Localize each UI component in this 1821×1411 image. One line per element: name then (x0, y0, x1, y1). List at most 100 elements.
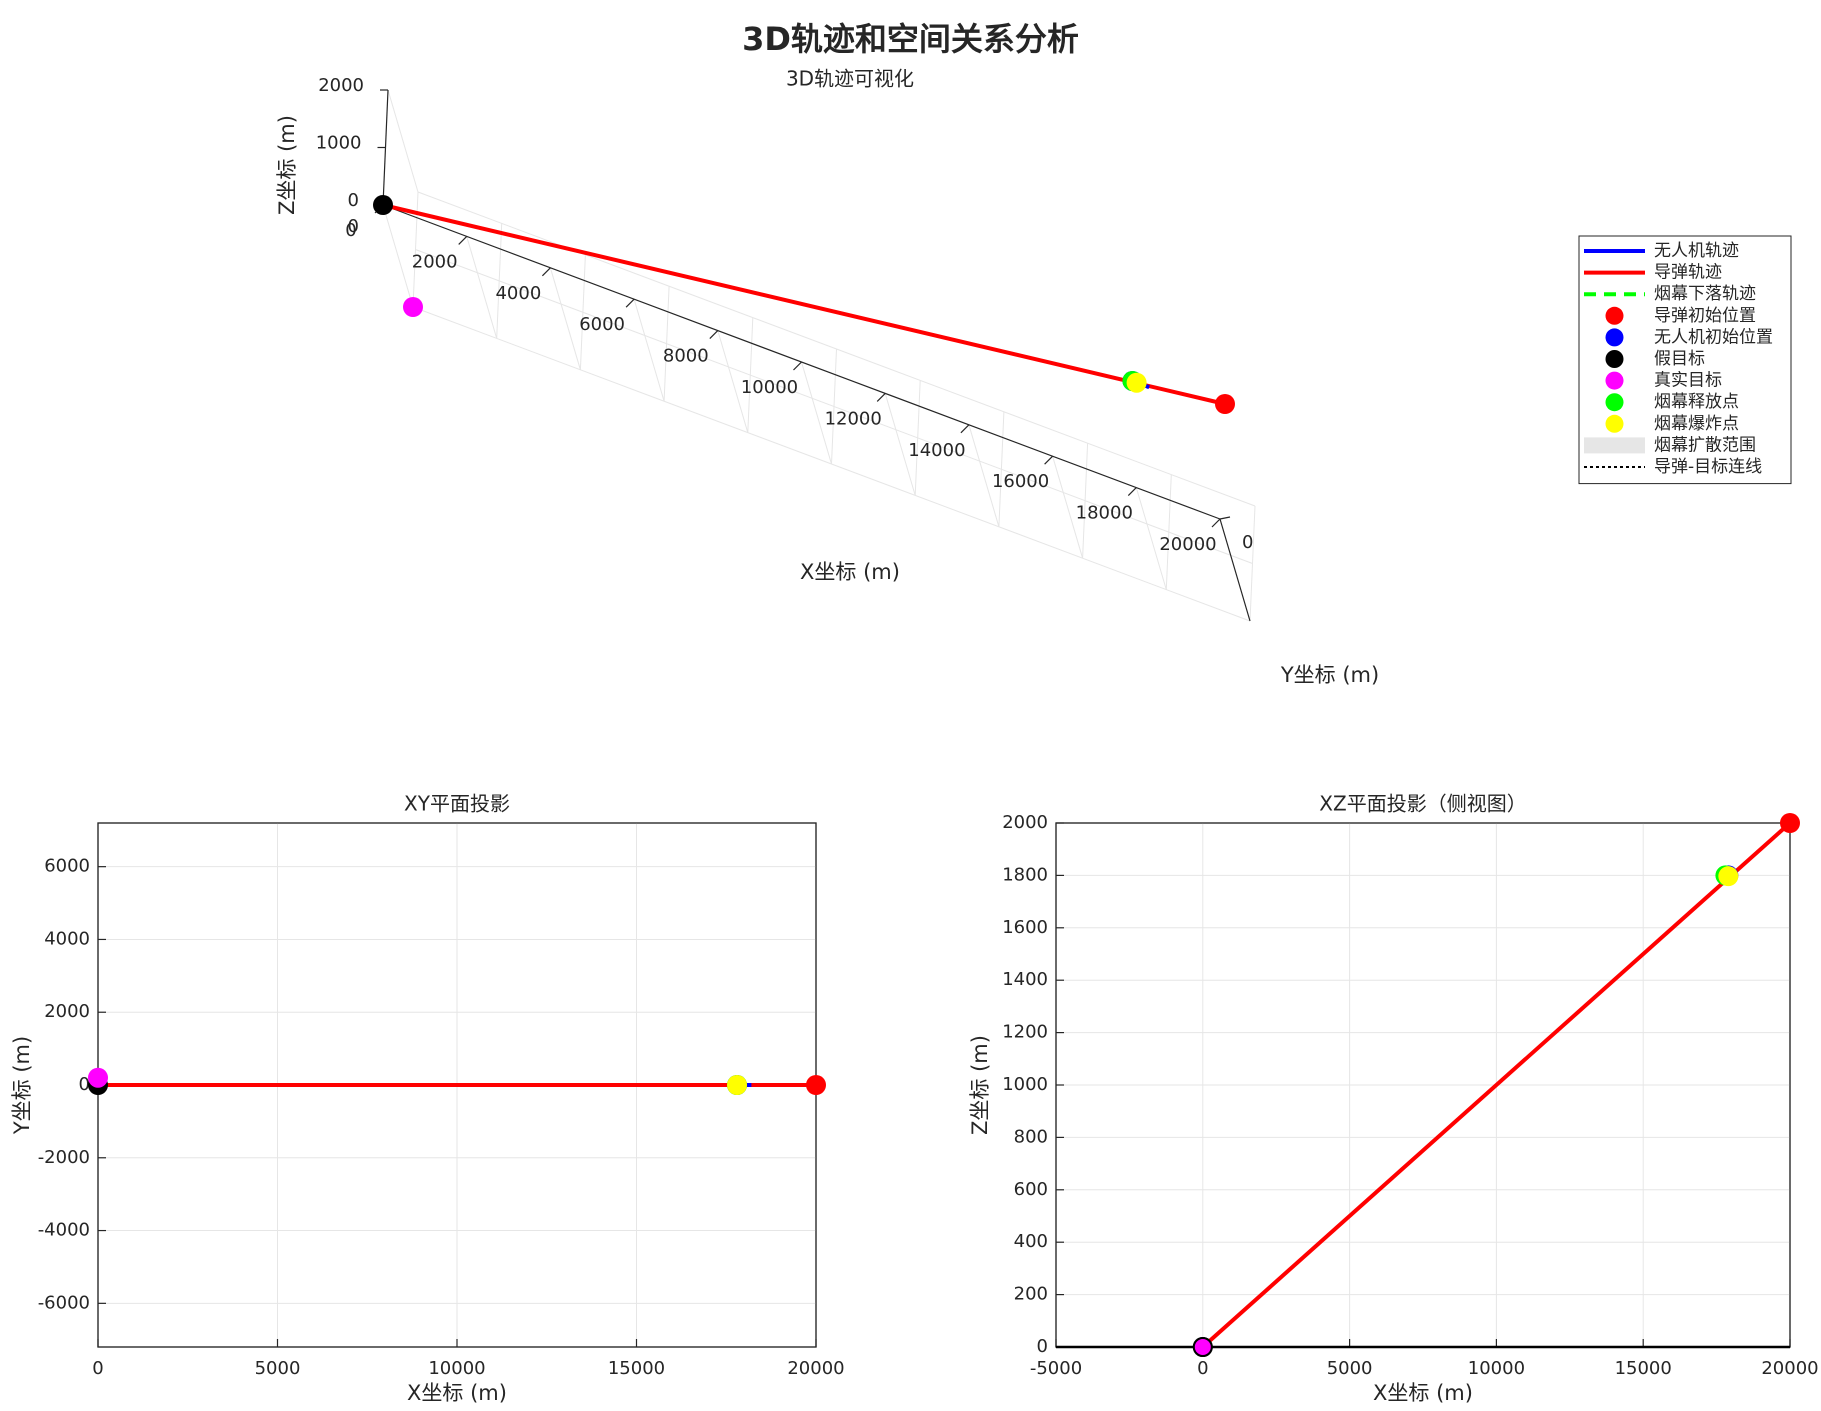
y-axis-label-3d: Y坐标 (m) (1280, 663, 1379, 687)
xz-y-tick-label: 0 (1037, 1336, 1048, 1357)
z-tick-label-3d: 2000 (318, 75, 364, 96)
marker-3d (1215, 394, 1235, 414)
marker-3d (373, 195, 393, 215)
xy-y-tick-label: 2000 (44, 1001, 90, 1022)
legend-label: 导弹轨迹 (1654, 263, 1722, 283)
legend-marker (1605, 350, 1624, 368)
xy-x-tick-label: 10000 (428, 1358, 485, 1379)
xy-y-tick-label: 6000 (44, 856, 90, 877)
grid-line-3d (412, 306, 1251, 622)
legend-marker (1605, 393, 1624, 412)
grid-line-3d (1052, 456, 1084, 559)
y-axis-3d (1219, 518, 1251, 622)
x-tick-label-3d: 20000 (1159, 534, 1216, 555)
xy-x-tick-label: 0 (92, 1358, 103, 1379)
x-tick-label-3d: 14000 (908, 440, 965, 461)
grid-line-3d (549, 267, 581, 370)
xy-y-label: Y坐标 (m) (10, 1036, 34, 1135)
legend-label: 烟幕爆炸点 (1654, 414, 1739, 434)
xz-marker (1780, 813, 1800, 833)
grid-line-3d (466, 236, 498, 339)
x-tick-3d (1127, 487, 1137, 497)
grid-line-3d (1135, 487, 1167, 590)
chart-title-3d: 3D轨迹可视化 (786, 67, 914, 91)
xy-x-tick-label: 20000 (787, 1358, 844, 1379)
x-tick-label-3d: 8000 (663, 346, 709, 367)
grid-line-3d (968, 424, 1000, 527)
grid-line-3d (801, 361, 832, 465)
xy-x-tick-label: 15000 (608, 1358, 665, 1379)
legend-label: 烟幕扩散范围 (1654, 435, 1756, 455)
marker-3d (403, 297, 423, 317)
x-tick-3d (709, 330, 719, 340)
xz-y-tick-label: 1200 (1002, 1022, 1048, 1043)
xz-x-tick-label: 5000 (1327, 1358, 1373, 1379)
xz-y-tick-label: 400 (1014, 1231, 1048, 1252)
xz-y-tick-label: 1400 (1002, 969, 1048, 990)
xy-marker (727, 1075, 748, 1095)
x-tick-3d (541, 267, 551, 277)
xz-y-tick-label: 2000 (1002, 812, 1048, 833)
xz-marker (1192, 1337, 1213, 1357)
x-tick-3d (960, 424, 970, 434)
legend-marker (1605, 371, 1624, 390)
xz-y-tick-label: 1000 (1002, 1074, 1048, 1095)
legend-label: 导弹-目标连线 (1654, 457, 1762, 477)
x-tick-3d (793, 361, 802, 371)
x-tick-3d (1211, 518, 1221, 528)
xz-y-tick-label: 1800 (1002, 864, 1048, 885)
legend-label: 假目标 (1654, 349, 1705, 369)
x-tick-label-3d: 0 (345, 220, 356, 241)
grid-line-3d (382, 204, 414, 308)
legend-label: 烟幕下落轨迹 (1654, 284, 1756, 304)
xy-y-tick-label: -2000 (38, 1147, 90, 1168)
figure-title: 3D轨迹和空间关系分析 (742, 20, 1079, 58)
xy-marker (88, 1067, 108, 1088)
xz-x-tick-label: 0 (1197, 1358, 1208, 1379)
legend-label: 无人机初始位置 (1654, 327, 1773, 347)
xz-y-label: Z坐标 (m) (968, 1035, 992, 1135)
x-tick-3d (876, 392, 886, 402)
xz-y-tick-label: 800 (1014, 1126, 1048, 1147)
xy-x-label: X坐标 (m) (407, 1381, 507, 1405)
z-tick-label-3d: 1000 (316, 133, 362, 154)
x-tick-3d (625, 298, 635, 308)
xz-x-tick-label: 10000 (1468, 1358, 1525, 1379)
xy-title: XY平面投影 (404, 792, 510, 816)
legend-label: 无人机轨迹 (1654, 241, 1739, 261)
x-tick-label-3d: 12000 (825, 408, 882, 429)
legend-label: 烟幕释放点 (1654, 392, 1739, 412)
xy-y-tick-label: -4000 (38, 1220, 90, 1241)
x-axis-label-3d: X坐标 (m) (800, 560, 900, 584)
xy-y-tick-label: 4000 (44, 928, 90, 949)
xz-x-tick-label: 20000 (1761, 1358, 1818, 1379)
grid-line-3d (884, 393, 916, 496)
grid-line-3d (633, 299, 665, 402)
xz-title: XZ平面投影（侧视图） (1319, 792, 1526, 816)
x-tick-label-3d: 10000 (741, 377, 798, 398)
legend-label: 导弹初始位置 (1654, 306, 1756, 326)
series-line-3d (382, 203, 1226, 406)
grid-line-3d (417, 191, 1256, 507)
grid-line-3d (387, 89, 419, 193)
marker-3d (1126, 372, 1147, 393)
x-tick-3d (458, 235, 468, 245)
legend-marker (1605, 328, 1624, 347)
xy-x-tick-label: 5000 (255, 1358, 301, 1379)
grid-line-3d (717, 330, 749, 433)
xz-x-tick-label: -5000 (1030, 1358, 1082, 1379)
x-tick-label-3d: 4000 (495, 283, 541, 304)
legend-label: 真实目标 (1654, 371, 1722, 391)
xz-series-line (1201, 821, 1792, 1349)
y-tick-3d (1219, 516, 1231, 520)
xz-marker (1718, 866, 1739, 887)
xz-y-tick-label: 1600 (1002, 917, 1048, 938)
y-tick-label-3d-near: 0 (348, 216, 359, 237)
grid-line-3d (415, 249, 1253, 564)
z-axis-label-3d: Z坐标 (m) (275, 115, 299, 215)
legend-marker (1605, 414, 1624, 433)
x-tick-label-3d: 16000 (992, 471, 1049, 492)
x-tick-label-3d: 2000 (412, 251, 458, 272)
xy-y-tick-label: 0 (79, 1074, 90, 1095)
